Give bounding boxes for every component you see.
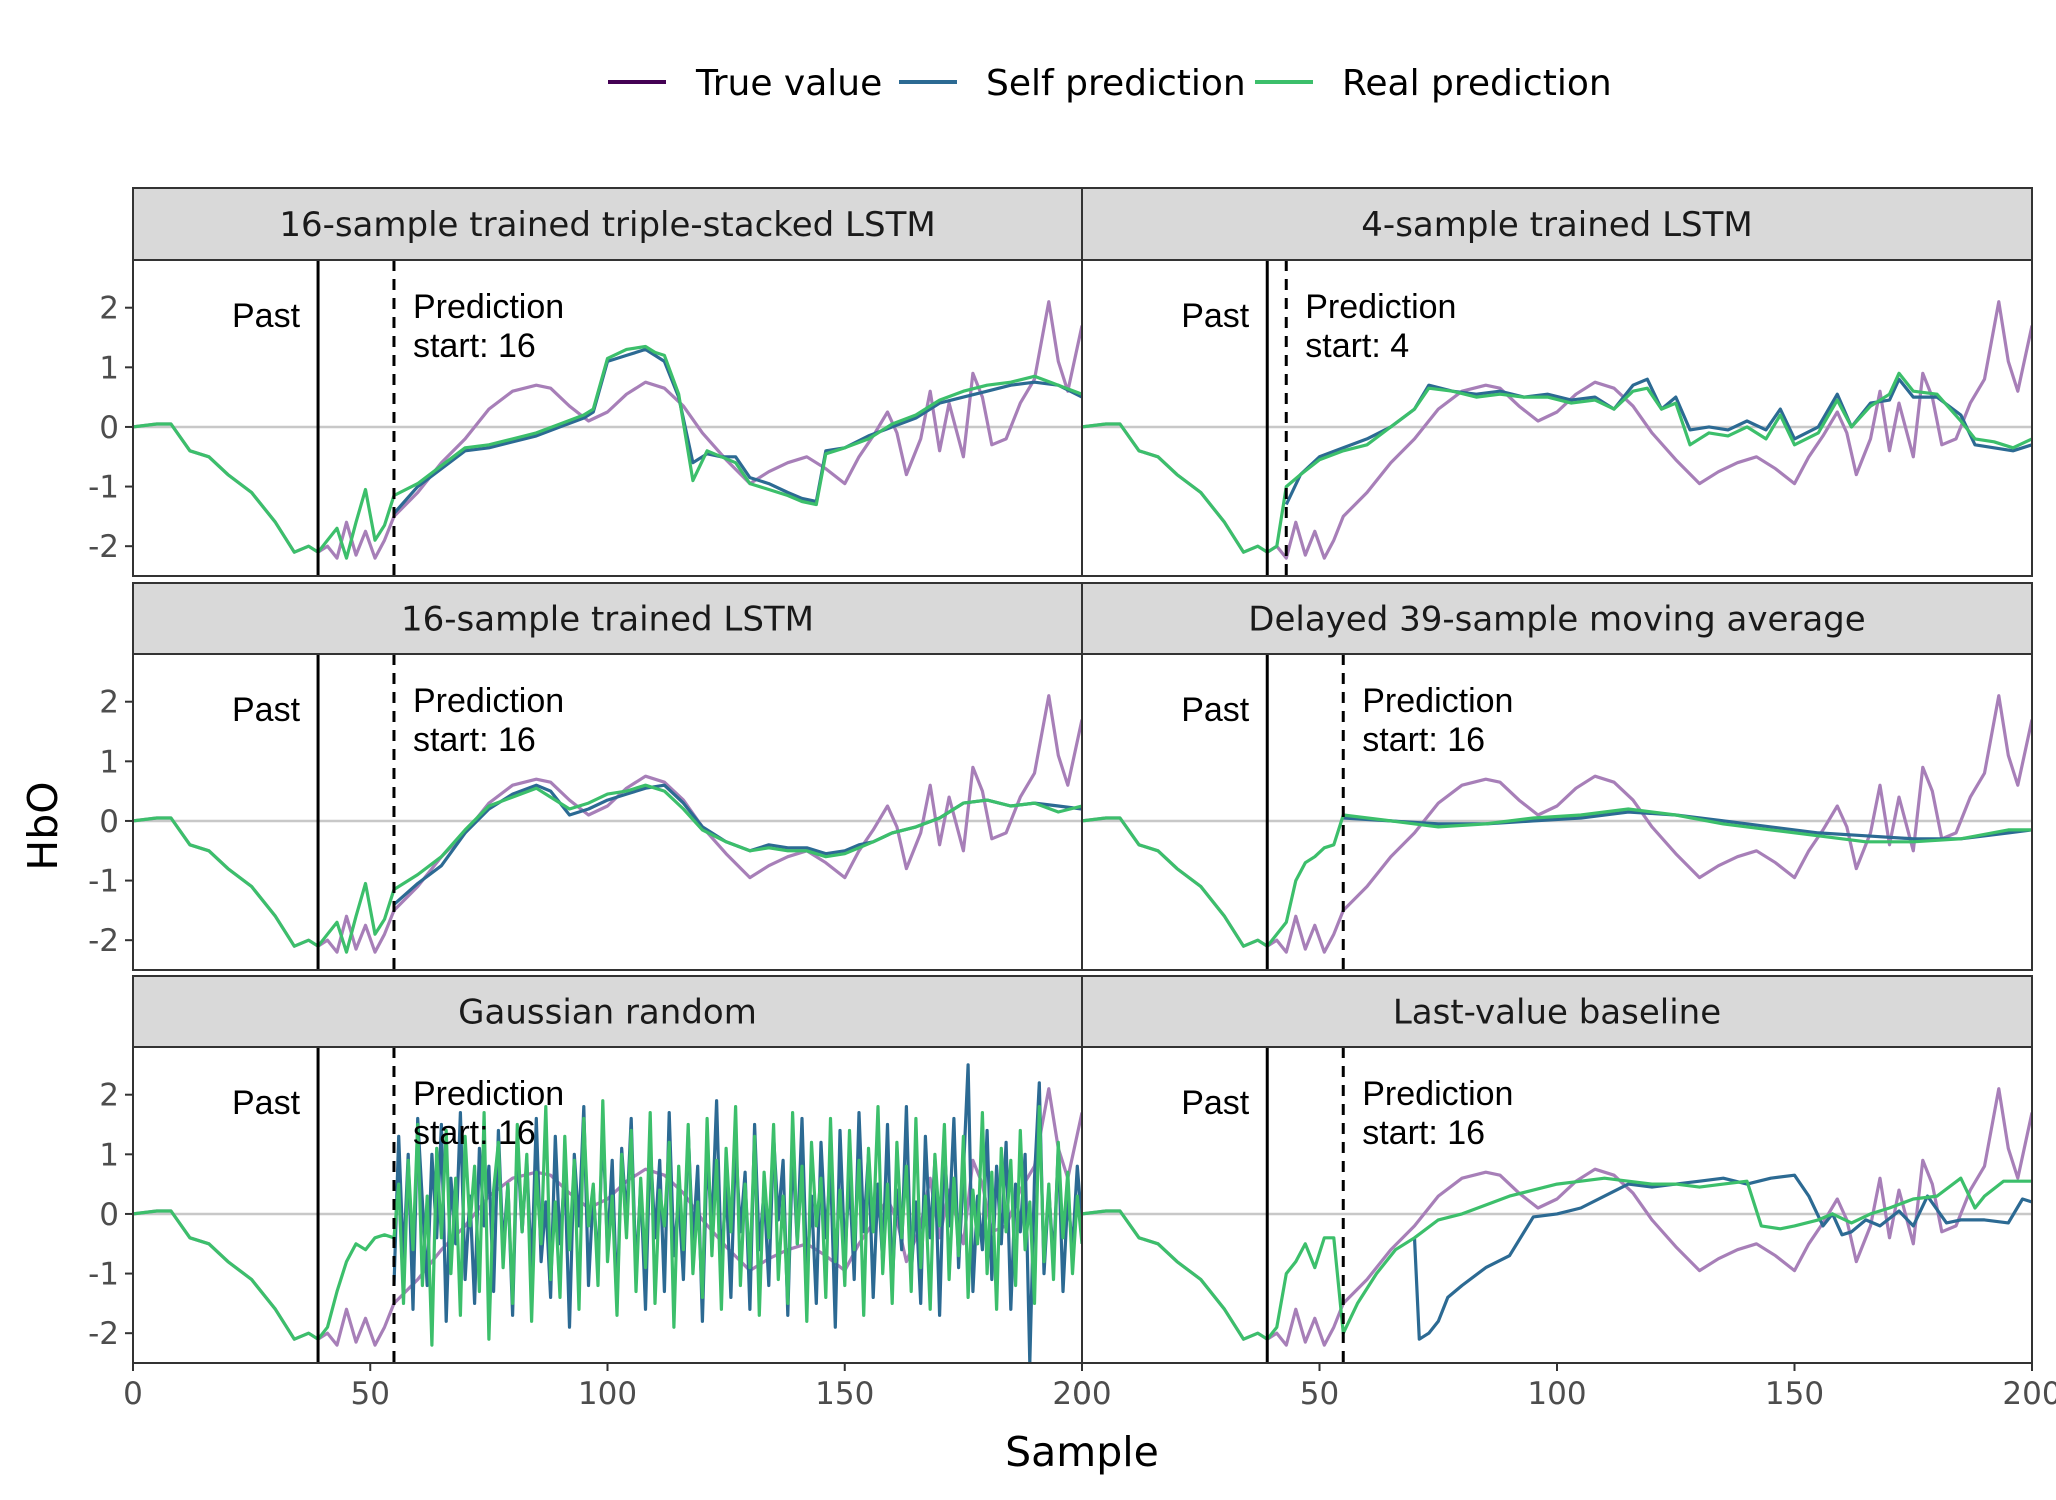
y-tick-label: 0 (99, 1197, 119, 1233)
prediction-start-label: Prediction start: 16 (413, 1075, 564, 1152)
series-real-prediction (1082, 807, 2032, 948)
series-self-prediction (392, 347, 1082, 515)
facet-panel: Gaussian random Past Prediction start: 16 2 1… (88, 975, 1112, 1412)
x-tick-label: 50 (351, 1376, 390, 1412)
past-label: Past (232, 1084, 301, 1122)
y-tick-label: 0 (99, 804, 119, 840)
x-tick-label: 150 (1765, 1376, 1824, 1412)
x-tick-label: 200 (2002, 1376, 2056, 1412)
y-tick-label: 2 (99, 291, 119, 327)
prediction-start-label: Prediction start: 16 (1362, 682, 1513, 759)
facet-title: Last-value baseline (1393, 993, 1721, 1033)
past-label: Past (232, 297, 301, 335)
facet-title: Gaussian random (458, 993, 757, 1033)
panel-border (1081, 653, 2033, 971)
facet-title: 4-sample trained LSTM (1361, 205, 1752, 245)
series-self-prediction (1412, 1173, 2032, 1341)
facet-title: Delayed 39-sample moving average (1248, 600, 1865, 640)
facet-panel: Last-value baseline Past Prediction start: … (1072, 975, 2056, 1412)
series-true-value (1082, 694, 2032, 954)
y-tick-label: 1 (99, 744, 119, 780)
facet-strip (1081, 187, 2033, 261)
x-tick-label: 50 (1300, 1376, 1339, 1412)
legend-label-self-prediction: Self prediction (986, 63, 1246, 104)
facet-panel: 16-sample trained LSTM Past Prediction star… (88, 582, 1083, 971)
past-label: Past (1181, 1084, 1250, 1122)
series-true-value (133, 300, 1082, 560)
x-axis-title: Sample (1005, 1428, 1159, 1476)
facet-strip (1081, 582, 2033, 655)
prediction-start-label: Prediction start: 4 (1305, 288, 1456, 365)
facet-strip (132, 975, 1083, 1048)
past-label: Past (1181, 297, 1250, 335)
x-tick-label: 150 (815, 1376, 874, 1412)
facet-panel: Delayed 39-sample moving average Past Pred… (1081, 582, 2033, 971)
past-label: Past (232, 691, 301, 729)
facet-strip (1081, 975, 2033, 1048)
y-tick-label: 1 (99, 1137, 119, 1173)
x-tick-label: 200 (1052, 1376, 1111, 1412)
prediction-start-label: Prediction start: 16 (413, 288, 564, 365)
y-tick-label: -2 (88, 923, 119, 959)
y-tick-label: 2 (99, 1078, 119, 1114)
y-tick-label: -2 (88, 529, 119, 565)
y-tick-label: 0 (99, 410, 119, 446)
y-axis-title: HbO (19, 781, 67, 870)
y-tick-label: -1 (88, 864, 119, 900)
prediction-start-label: Prediction start: 16 (413, 682, 564, 759)
y-tick-label: 2 (99, 685, 119, 721)
series-real-prediction (1082, 1176, 2032, 1341)
past-label: Past (1181, 691, 1250, 729)
y-tick-label: -1 (88, 1257, 119, 1293)
series-real-prediction (133, 1099, 1082, 1347)
panel-border (1081, 259, 2033, 577)
legend-label-real-prediction: Real prediction (1342, 63, 1612, 104)
series-real-prediction (133, 344, 1082, 560)
x-tick-label: 100 (1527, 1376, 1586, 1412)
series-true-value (1082, 300, 2032, 560)
x-tick-label: 0 (123, 1376, 143, 1412)
x-tick-label: 0 (1072, 1376, 1092, 1412)
x-tick-label: 100 (578, 1376, 637, 1412)
prediction-start-label: Prediction start: 16 (1362, 1075, 1513, 1152)
series-real-prediction (1082, 371, 2032, 554)
facet-title: 16-sample trained triple-stacked LSTM (279, 205, 935, 245)
facet-panel: 4-sample trained LSTM Past Prediction start… (1081, 187, 2033, 577)
legend-label-true-value: True value (695, 63, 882, 104)
series-real-prediction (133, 783, 1082, 954)
y-tick-label: -2 (88, 1316, 119, 1352)
series-true-value (133, 694, 1082, 954)
facet-grid: 16-sample trained triple-stacked LSTM Pas… (88, 187, 2056, 1412)
y-tick-label: -1 (88, 470, 119, 506)
facet-title: 16-sample trained LSTM (401, 600, 814, 640)
y-tick-label: 1 (99, 350, 119, 386)
legend: True value Self prediction Real predicti… (608, 63, 1612, 104)
facet-strip (132, 187, 1083, 261)
facet-panel: 16-sample trained triple-stacked LSTM Pas… (88, 187, 1083, 577)
